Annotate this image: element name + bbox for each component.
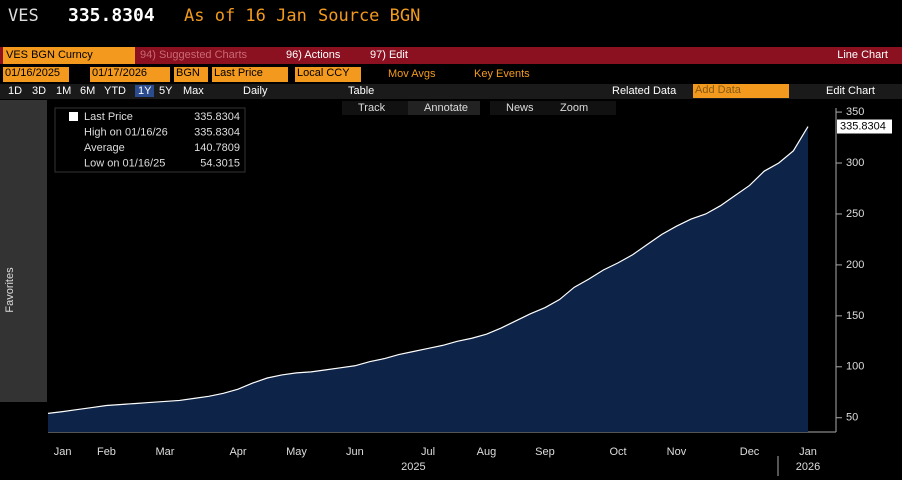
toolbar-2: 01/16/2025 01/17/2026 BGN Last Price Loc… [0, 67, 902, 83]
price: 335.8304 [68, 5, 155, 26]
ticker: VES [8, 6, 39, 26]
tool-button[interactable]: News [506, 102, 534, 114]
side-toolbar [0, 100, 47, 402]
tool-bg [408, 101, 480, 115]
related-data[interactable]: Related Data [612, 85, 677, 97]
y-tick-label: 100 [846, 361, 864, 373]
line [47, 126, 809, 414]
legend-value: 140.7809 [194, 142, 240, 154]
x-tick-label: Jan [799, 446, 817, 458]
y-tick-label: 150 [846, 310, 864, 322]
last-price-box [837, 119, 892, 134]
add-data[interactable]: Add Data [693, 84, 789, 98]
x-tick-label: Jun [346, 446, 364, 458]
legend-label: Low on 01/16/25 [84, 157, 165, 169]
last-price-label: 335.8304 [840, 120, 886, 132]
tool-button[interactable]: Zoom [560, 102, 588, 114]
edit-menu[interactable]: 97) Edit [370, 49, 408, 61]
range-button[interactable]: 1M [56, 85, 72, 97]
range-button[interactable]: YTD [104, 85, 126, 97]
start-date[interactable]: 01/16/2025 [3, 67, 69, 82]
x-tick-label: May [286, 446, 307, 458]
range-button[interactable]: Max [183, 85, 204, 97]
legend-value: 54.3015 [200, 157, 240, 169]
security-field[interactable]: VES BGN Curncy [3, 47, 135, 64]
tool-bg [342, 101, 414, 115]
x-tick-label: Aug [477, 446, 497, 458]
chart: Favorites Track Annotate News Zoom Last Pric… [0, 100, 892, 476]
source-field[interactable]: BGN [174, 67, 208, 82]
end-date[interactable]: 01/17/2026 [90, 67, 170, 82]
y-tick-label: 350 [846, 106, 864, 118]
x-tick-label: Nov [667, 446, 687, 458]
legend-label: Last Price [84, 111, 133, 123]
x-tick-label: Apr [229, 446, 246, 458]
suggested-charts[interactable]: 94) Suggested Charts [140, 49, 248, 61]
as-of: As of 16 Jan [184, 6, 307, 26]
legend-box [54, 107, 246, 173]
range-button[interactable]: 5Y [159, 85, 173, 97]
favorites-label: Favorites [4, 267, 16, 313]
chart-type[interactable]: Line Chart [837, 49, 888, 61]
toolbar-3: Daily Table Related Data Add Data Edit C… [0, 84, 902, 99]
x-tick-label: Mar [155, 446, 174, 458]
table-button[interactable]: Table [348, 85, 375, 97]
legend-swatch [69, 112, 78, 121]
y-tick-label: 250 [846, 208, 864, 220]
edit-chart[interactable]: Edit Chart [826, 85, 875, 97]
tool-bg [544, 101, 616, 115]
legend-value: 335.8304 [194, 111, 240, 123]
toolbar-1: VES BGN Curncy 94) Suggested Charts 96) … [0, 47, 902, 64]
range-button[interactable]: 1Y [135, 85, 155, 97]
range-button[interactable]: 3D [32, 85, 47, 97]
x-tick-label: Dec [740, 446, 760, 458]
actions-menu[interactable]: 96) Actions [286, 49, 341, 61]
currency-select[interactable]: Local CCY [295, 67, 361, 82]
legend-value: 335.8304 [194, 126, 240, 138]
legend-label: High on 01/16/26 [84, 126, 168, 138]
source: Source BGN [318, 6, 421, 26]
range-button[interactable]: 1D [8, 85, 23, 97]
y-tick-label: 50 [846, 412, 858, 424]
legend-label: Average [84, 142, 125, 154]
period-select[interactable]: Daily [243, 85, 268, 97]
mov-avgs[interactable]: Mov Avgs [388, 68, 436, 80]
x-tick-label: Sep [535, 446, 555, 458]
range-button[interactable]: 6M [80, 85, 96, 97]
y-tick-label: 300 [846, 157, 864, 169]
x-tick-label: Oct [609, 446, 626, 458]
key-events[interactable]: Key Events [474, 68, 530, 80]
year-label: 2025 [401, 461, 425, 473]
y-tick-label: 200 [846, 259, 864, 271]
area [48, 126, 808, 433]
tool-button[interactable]: Annotate [424, 102, 468, 114]
x-tick-label: Jul [421, 446, 435, 458]
year-label: 2026 [796, 461, 820, 473]
field-select[interactable]: Last Price [212, 67, 288, 82]
header: VES 335.8304 As of 16 Jan Source BGN [0, 0, 902, 44]
x-tick-label: Jan [54, 446, 72, 458]
x-tick-label: Feb [97, 446, 116, 458]
tool-button[interactable]: Track [358, 102, 386, 114]
